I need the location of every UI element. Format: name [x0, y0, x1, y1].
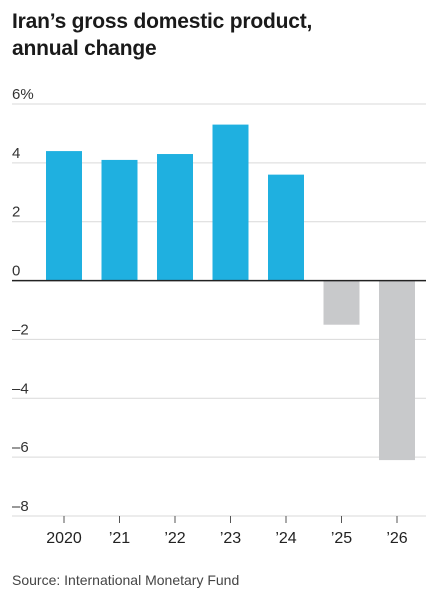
bar: [212, 124, 249, 281]
chart-title-line-1: Iran’s gross domestic product,: [12, 10, 313, 33]
source-note: Source: International Monetary Fund: [12, 572, 240, 588]
gdp-bar-chart: 6% 4 2 0 –2 –4 –6 –8 2020 ’21 ’22 ’23 ’24 ’25 ’26: [12, 86, 426, 547]
x-tick-label: ’22: [164, 530, 185, 547]
x-tick-label: ’26: [386, 530, 407, 547]
y-tick-label: 0: [12, 263, 20, 280]
y-tick-label: –4: [12, 380, 29, 397]
y-tick-label: 4: [12, 145, 20, 162]
bar-layer: [46, 124, 415, 461]
bar: [157, 154, 193, 281]
bar: [268, 174, 304, 281]
bar: [46, 151, 82, 281]
y-tick-label: –6: [12, 439, 29, 456]
x-tick-label: ’25: [331, 530, 352, 547]
y-tick-label: 2: [12, 204, 20, 221]
chart-title-line-2: annual change: [12, 37, 157, 60]
bar: [101, 159, 138, 281]
x-tick-label: ’21: [109, 530, 130, 547]
chart-title: Iran’s gross domestic product, annual ch…: [12, 8, 422, 62]
label-layer: 6% 4 2 0 –2 –4 –6 –8 2020 ’21 ’22 ’23 ’24 ’25 ’26: [12, 86, 408, 547]
x-tick-label: 2020: [46, 530, 82, 547]
y-tick-label: –2: [12, 321, 29, 338]
y-tick-label: –8: [12, 498, 29, 515]
y-tick-label: 6%: [12, 86, 34, 103]
bar: [323, 280, 360, 325]
x-tick-label: ’23: [220, 530, 241, 547]
x-tick-label: ’24: [275, 530, 296, 547]
bar: [379, 280, 415, 461]
